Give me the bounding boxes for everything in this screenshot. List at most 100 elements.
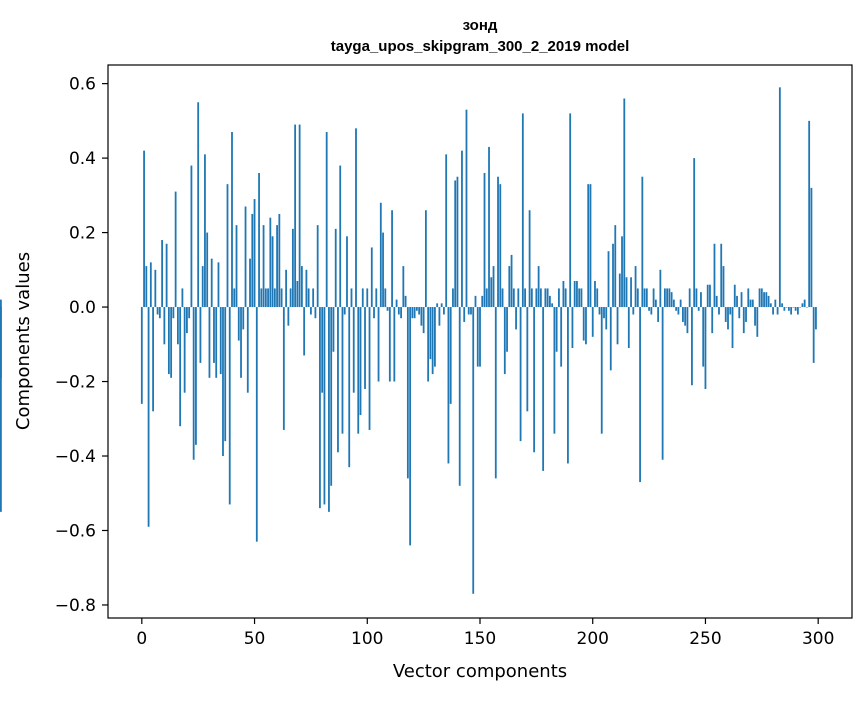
bar bbox=[691, 307, 693, 386]
bar bbox=[481, 295, 484, 308]
bar bbox=[411, 307, 414, 319]
bar bbox=[251, 213, 254, 308]
bar bbox=[772, 307, 774, 315]
bar bbox=[492, 266, 495, 308]
bar bbox=[172, 307, 175, 319]
chart-title: зонд bbox=[463, 17, 498, 34]
bar bbox=[612, 243, 614, 308]
bar bbox=[199, 307, 202, 363]
bar bbox=[332, 307, 335, 352]
y-axis-ticks: −0.8 −0.6 −0.4 −0.2 0.0 0.2 0.4 0.6 bbox=[55, 75, 108, 616]
x-axis-label: Vector components bbox=[393, 661, 567, 682]
bar bbox=[303, 307, 306, 356]
bar bbox=[591, 307, 594, 337]
bar bbox=[224, 307, 227, 442]
bar bbox=[346, 236, 348, 308]
bar bbox=[397, 307, 400, 315]
bar bbox=[589, 184, 592, 308]
bar bbox=[663, 288, 666, 308]
bar bbox=[384, 288, 387, 308]
y-tick-label: −0.8 bbox=[55, 596, 96, 616]
x-tick-label: 300 bbox=[802, 629, 834, 649]
bar bbox=[0, 307, 2, 512]
bar bbox=[742, 307, 745, 334]
bar bbox=[246, 307, 249, 393]
bar bbox=[210, 258, 213, 308]
bar bbox=[582, 307, 585, 341]
bar bbox=[722, 266, 725, 308]
bar bbox=[702, 307, 705, 367]
bar bbox=[447, 307, 450, 464]
bar bbox=[760, 288, 763, 308]
bar bbox=[711, 307, 714, 334]
bar bbox=[204, 154, 206, 308]
bar bbox=[174, 191, 177, 308]
bar bbox=[571, 307, 574, 349]
bar bbox=[291, 228, 294, 308]
bar bbox=[190, 165, 193, 308]
bar bbox=[436, 303, 439, 308]
bar bbox=[255, 307, 258, 542]
bar bbox=[458, 307, 461, 486]
bar bbox=[341, 307, 344, 434]
bar bbox=[278, 213, 281, 308]
bar bbox=[461, 150, 463, 308]
bar bbox=[323, 307, 326, 505]
bar bbox=[400, 307, 402, 319]
bar bbox=[553, 307, 556, 434]
bar bbox=[515, 307, 517, 330]
bar bbox=[479, 307, 481, 367]
bar bbox=[483, 172, 486, 308]
bar bbox=[488, 146, 490, 308]
bar bbox=[521, 113, 524, 308]
bar bbox=[677, 307, 680, 315]
bar bbox=[280, 288, 283, 308]
bar bbox=[785, 307, 788, 308]
bar bbox=[312, 288, 315, 308]
bar bbox=[598, 307, 601, 315]
bar bbox=[393, 307, 396, 382]
bar bbox=[790, 307, 793, 315]
bar bbox=[443, 307, 445, 315]
bar bbox=[296, 280, 299, 308]
bar bbox=[418, 307, 421, 315]
bar bbox=[600, 307, 603, 434]
bar bbox=[445, 154, 448, 308]
x-tick-label: 150 bbox=[464, 629, 496, 649]
bar bbox=[427, 307, 430, 382]
bar bbox=[614, 225, 617, 308]
bar bbox=[310, 307, 312, 315]
bar bbox=[704, 307, 707, 389]
bar bbox=[233, 288, 236, 308]
bar bbox=[415, 307, 418, 311]
bar bbox=[806, 307, 808, 308]
bar bbox=[639, 307, 641, 483]
bar bbox=[747, 288, 750, 308]
bar bbox=[803, 299, 806, 308]
y-tick-label: −0.2 bbox=[55, 373, 96, 393]
bar bbox=[298, 124, 301, 308]
bar bbox=[406, 307, 409, 479]
bar bbox=[783, 307, 786, 311]
bar bbox=[679, 299, 682, 308]
bar bbox=[499, 184, 502, 308]
bar bbox=[776, 307, 779, 315]
bar bbox=[524, 288, 526, 308]
bar bbox=[167, 307, 170, 375]
bar bbox=[670, 292, 673, 308]
bar bbox=[494, 307, 497, 479]
bar bbox=[222, 307, 224, 457]
bar bbox=[709, 284, 711, 308]
bar bbox=[244, 206, 247, 308]
bar bbox=[652, 288, 655, 308]
bar bbox=[388, 307, 391, 382]
bar bbox=[454, 180, 457, 308]
bar bbox=[810, 187, 813, 308]
bar bbox=[273, 288, 276, 308]
bar bbox=[580, 288, 583, 308]
bar bbox=[375, 288, 378, 308]
bar bbox=[330, 307, 333, 486]
bar bbox=[778, 87, 781, 308]
bar bbox=[623, 98, 626, 308]
bar bbox=[404, 295, 407, 308]
